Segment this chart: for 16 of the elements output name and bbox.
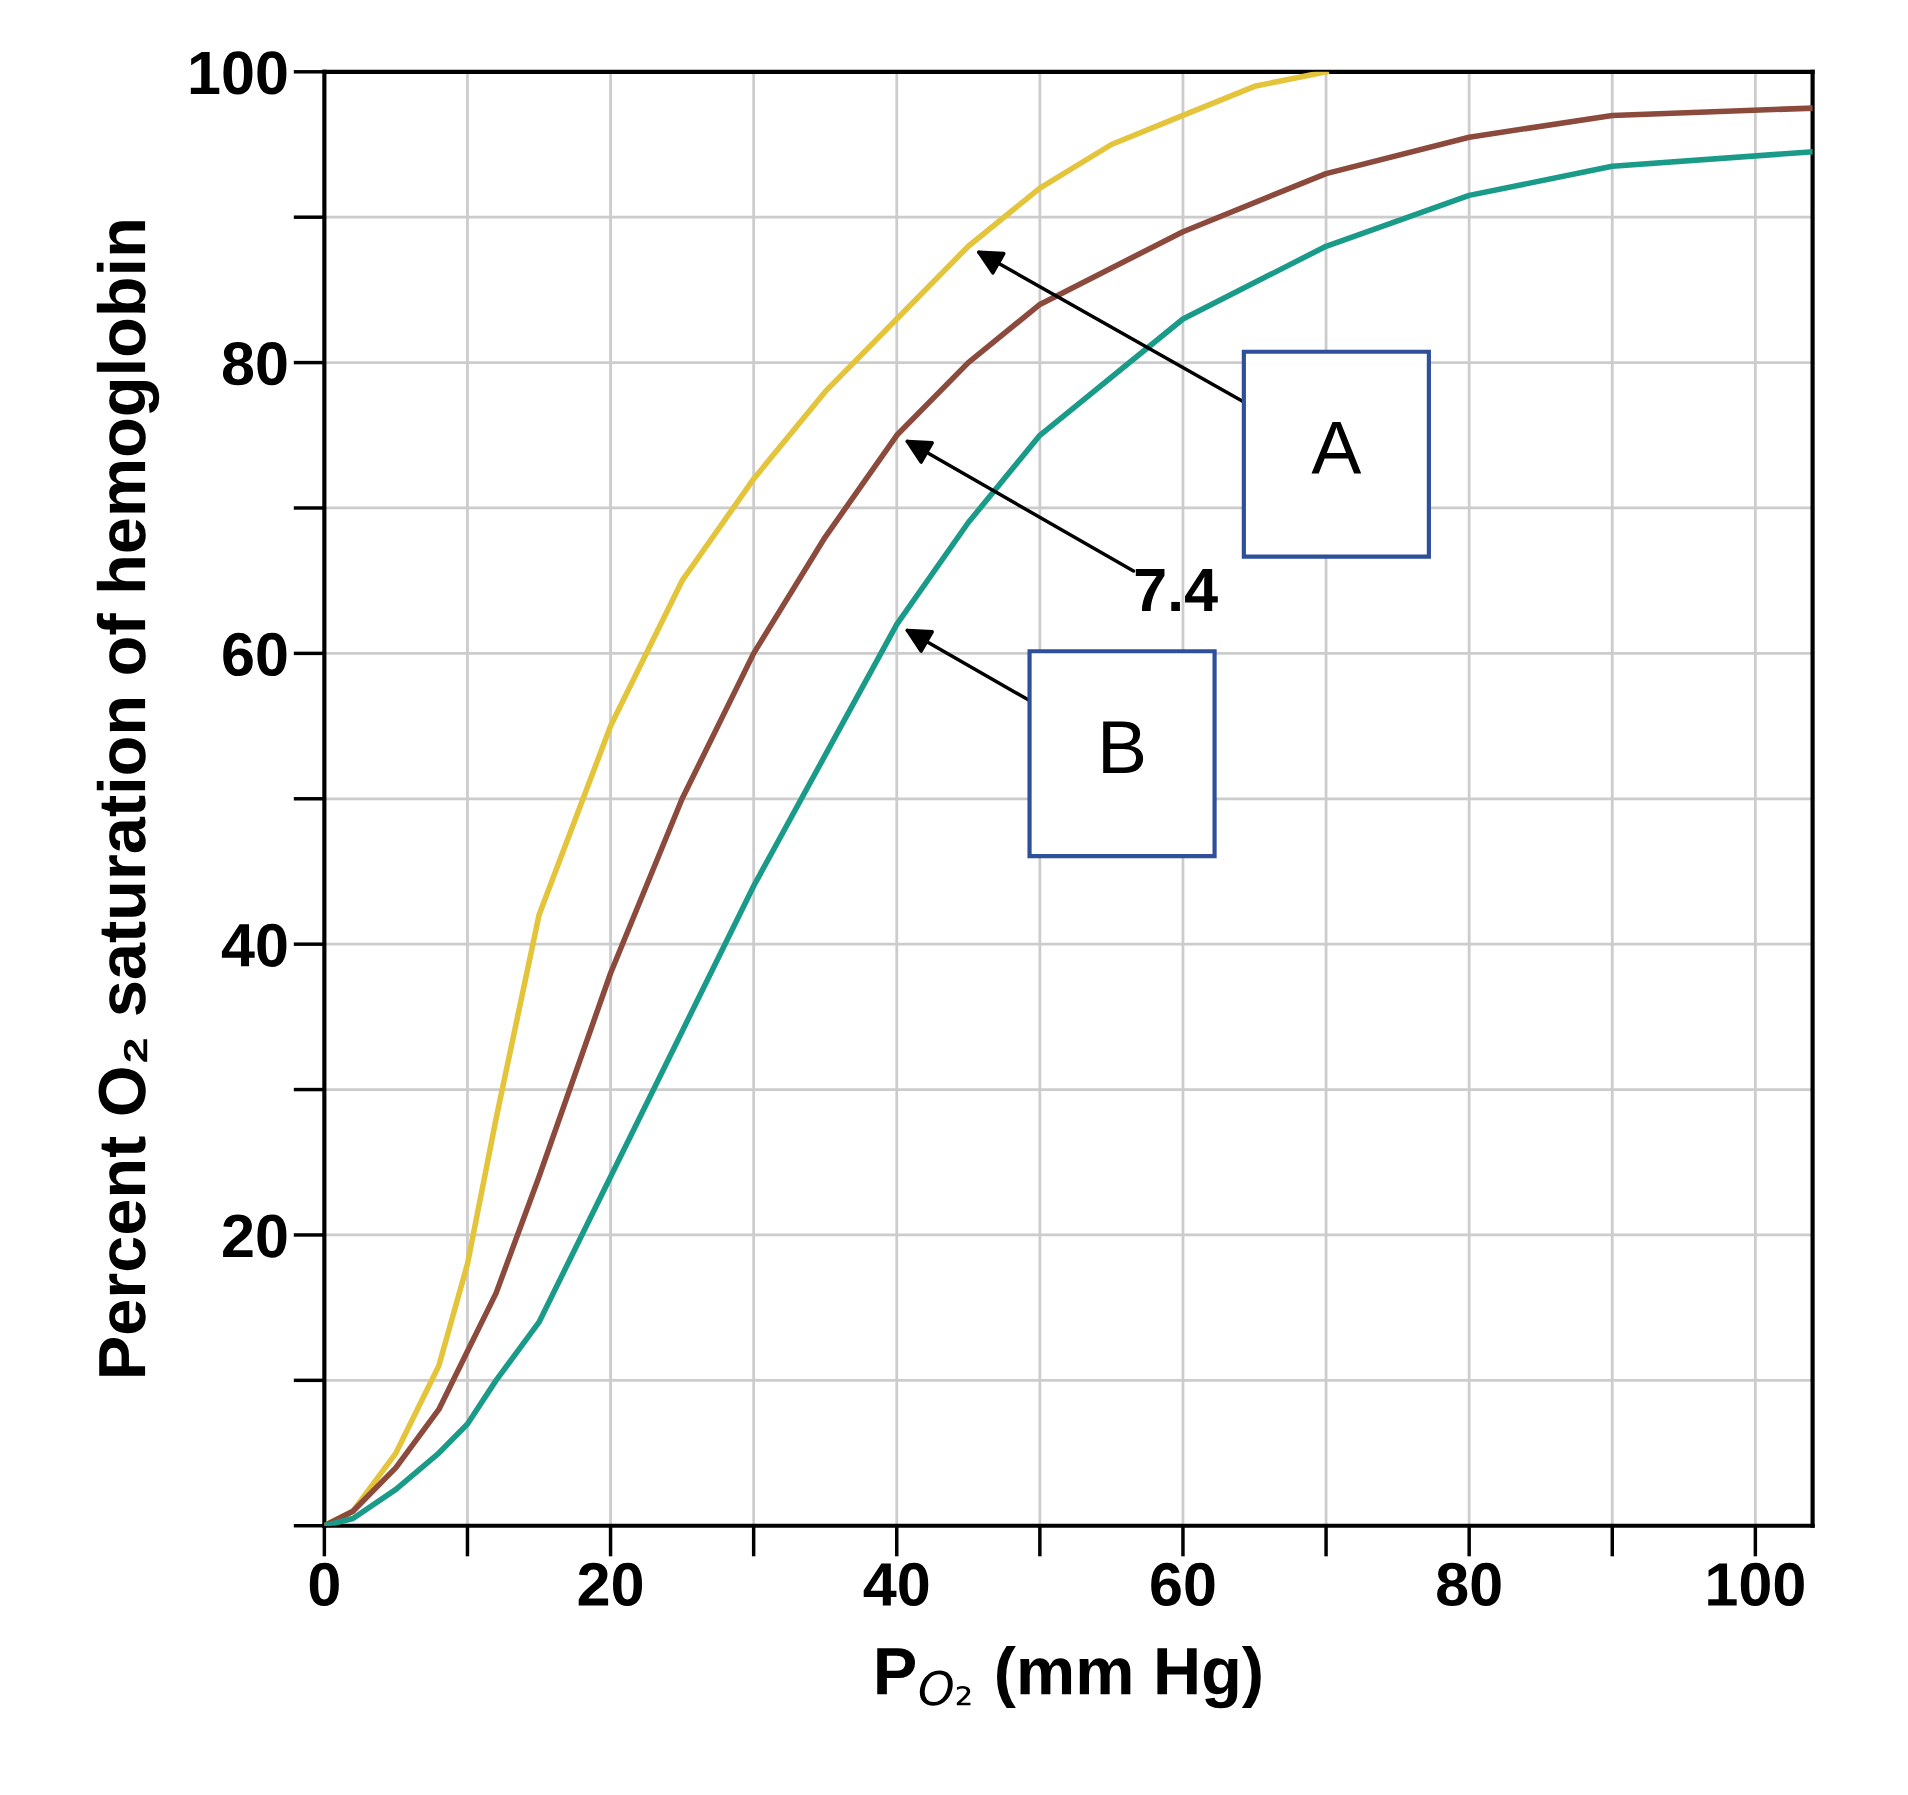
x-tick-label: 100: [1708, 1562, 1804, 1607]
y-tick-label: 40: [221, 923, 287, 967]
x-tick-label: 60: [1151, 1562, 1215, 1607]
y-tick-label: 20: [223, 1214, 287, 1258]
x-tick-label: 20: [578, 1562, 643, 1607]
y-axis-title: Percent O₂ saturation of hemoglobin: [96, 221, 160, 1376]
x-axis-title: P$_{O₂}$ (mm Hg): [877, 1645, 1261, 1709]
x-tick-label: 0: [309, 1562, 339, 1607]
x-tick-label: 80: [1437, 1562, 1501, 1607]
annotation: B: [1103, 721, 1144, 774]
y-tick-label: 60: [223, 632, 287, 677]
annotation: A: [1311, 421, 1362, 474]
y-tick-label: 80: [222, 342, 287, 386]
annotation: 7.4: [1135, 568, 1218, 612]
x-tick-label: 40: [863, 1562, 929, 1607]
y-tick-label: 100: [190, 51, 287, 95]
